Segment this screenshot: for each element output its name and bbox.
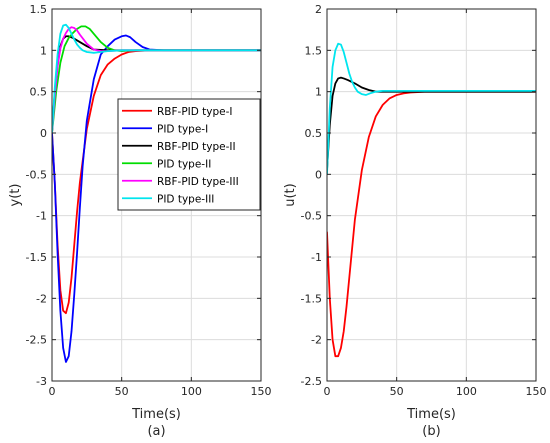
legend-label: RBF-PID type-III	[157, 176, 239, 188]
y-tick-label: 1	[40, 44, 47, 57]
series-line-pid-type-iii	[52, 23, 261, 134]
y-tick-label: -2.5	[26, 334, 47, 347]
legend: RBF-PID type-I PID type-I RBF-PID type-II P…	[117, 98, 261, 211]
x-axis-label: Time(s)	[131, 407, 181, 422]
chart-panel-b: 0 50 100 150 -2.5 -2 -1.5 -1 -0.5 0 0.5 1 1.5 2 Time(s…	[283, 3, 547, 439]
panel-caption: (a)	[147, 424, 165, 439]
series-line-u2	[327, 42, 536, 176]
legend-label: RBF-PID type-I	[157, 106, 233, 118]
y-tick-label: -3	[36, 375, 47, 388]
series-line-pid-type-i	[52, 34, 261, 363]
y-axis-label: y(t)	[8, 184, 23, 207]
x-tick-label: 0	[324, 385, 331, 398]
y-tick-label: -1.5	[26, 251, 47, 264]
y-tick-label: -2	[36, 292, 47, 305]
y-axis-label: u(t)	[283, 183, 298, 206]
y-tick-label: -2	[311, 334, 322, 347]
x-tick-label: 100	[181, 385, 202, 398]
y-tick-label: -0.5	[26, 168, 47, 181]
y-tick-label: 0	[315, 168, 322, 181]
y-tick-label: -1.5	[301, 292, 322, 305]
legend-box	[117, 98, 261, 211]
x-tick-label: 100	[456, 385, 477, 398]
legend-label: PID type-III	[157, 193, 214, 205]
y-tick-label: -1	[311, 251, 322, 264]
y-tick-label: 0.5	[305, 127, 323, 140]
x-tick-label: 150	[251, 385, 272, 398]
axes-frame	[51, 8, 262, 382]
y-tick-label: 0	[40, 127, 47, 140]
panel-caption: (b)	[422, 424, 440, 439]
x-tick-label: 50	[115, 385, 129, 398]
plot-area	[327, 9, 536, 381]
y-tick-label: -1	[36, 210, 47, 223]
legend-label: PID type-II	[157, 158, 211, 170]
x-tick-label: 0	[49, 385, 56, 398]
axes-frame	[326, 8, 537, 382]
x-tick-label: 50	[390, 385, 404, 398]
y-tick-label: 1.5	[30, 3, 48, 16]
y-tick-label: 1.5	[305, 44, 323, 57]
y-tick-label: 0.5	[30, 86, 48, 99]
x-axis-label: Time(s)	[406, 407, 456, 422]
x-tick-label: 150	[526, 385, 547, 398]
legend-label: RBF-PID type-II	[157, 141, 236, 153]
y-tick-label: 1	[315, 86, 322, 99]
y-tick-label: -0.5	[301, 210, 322, 223]
chart-panel-a: 0 50 100 150 -3 -2.5 -2 -1.5 -1 -0.5 0 0.5 1 1.5 Time(…	[8, 3, 272, 439]
y-tick-label: 2	[315, 3, 322, 16]
legend-label: PID type-I	[157, 123, 208, 135]
y-tick-label: -2.5	[301, 375, 322, 388]
